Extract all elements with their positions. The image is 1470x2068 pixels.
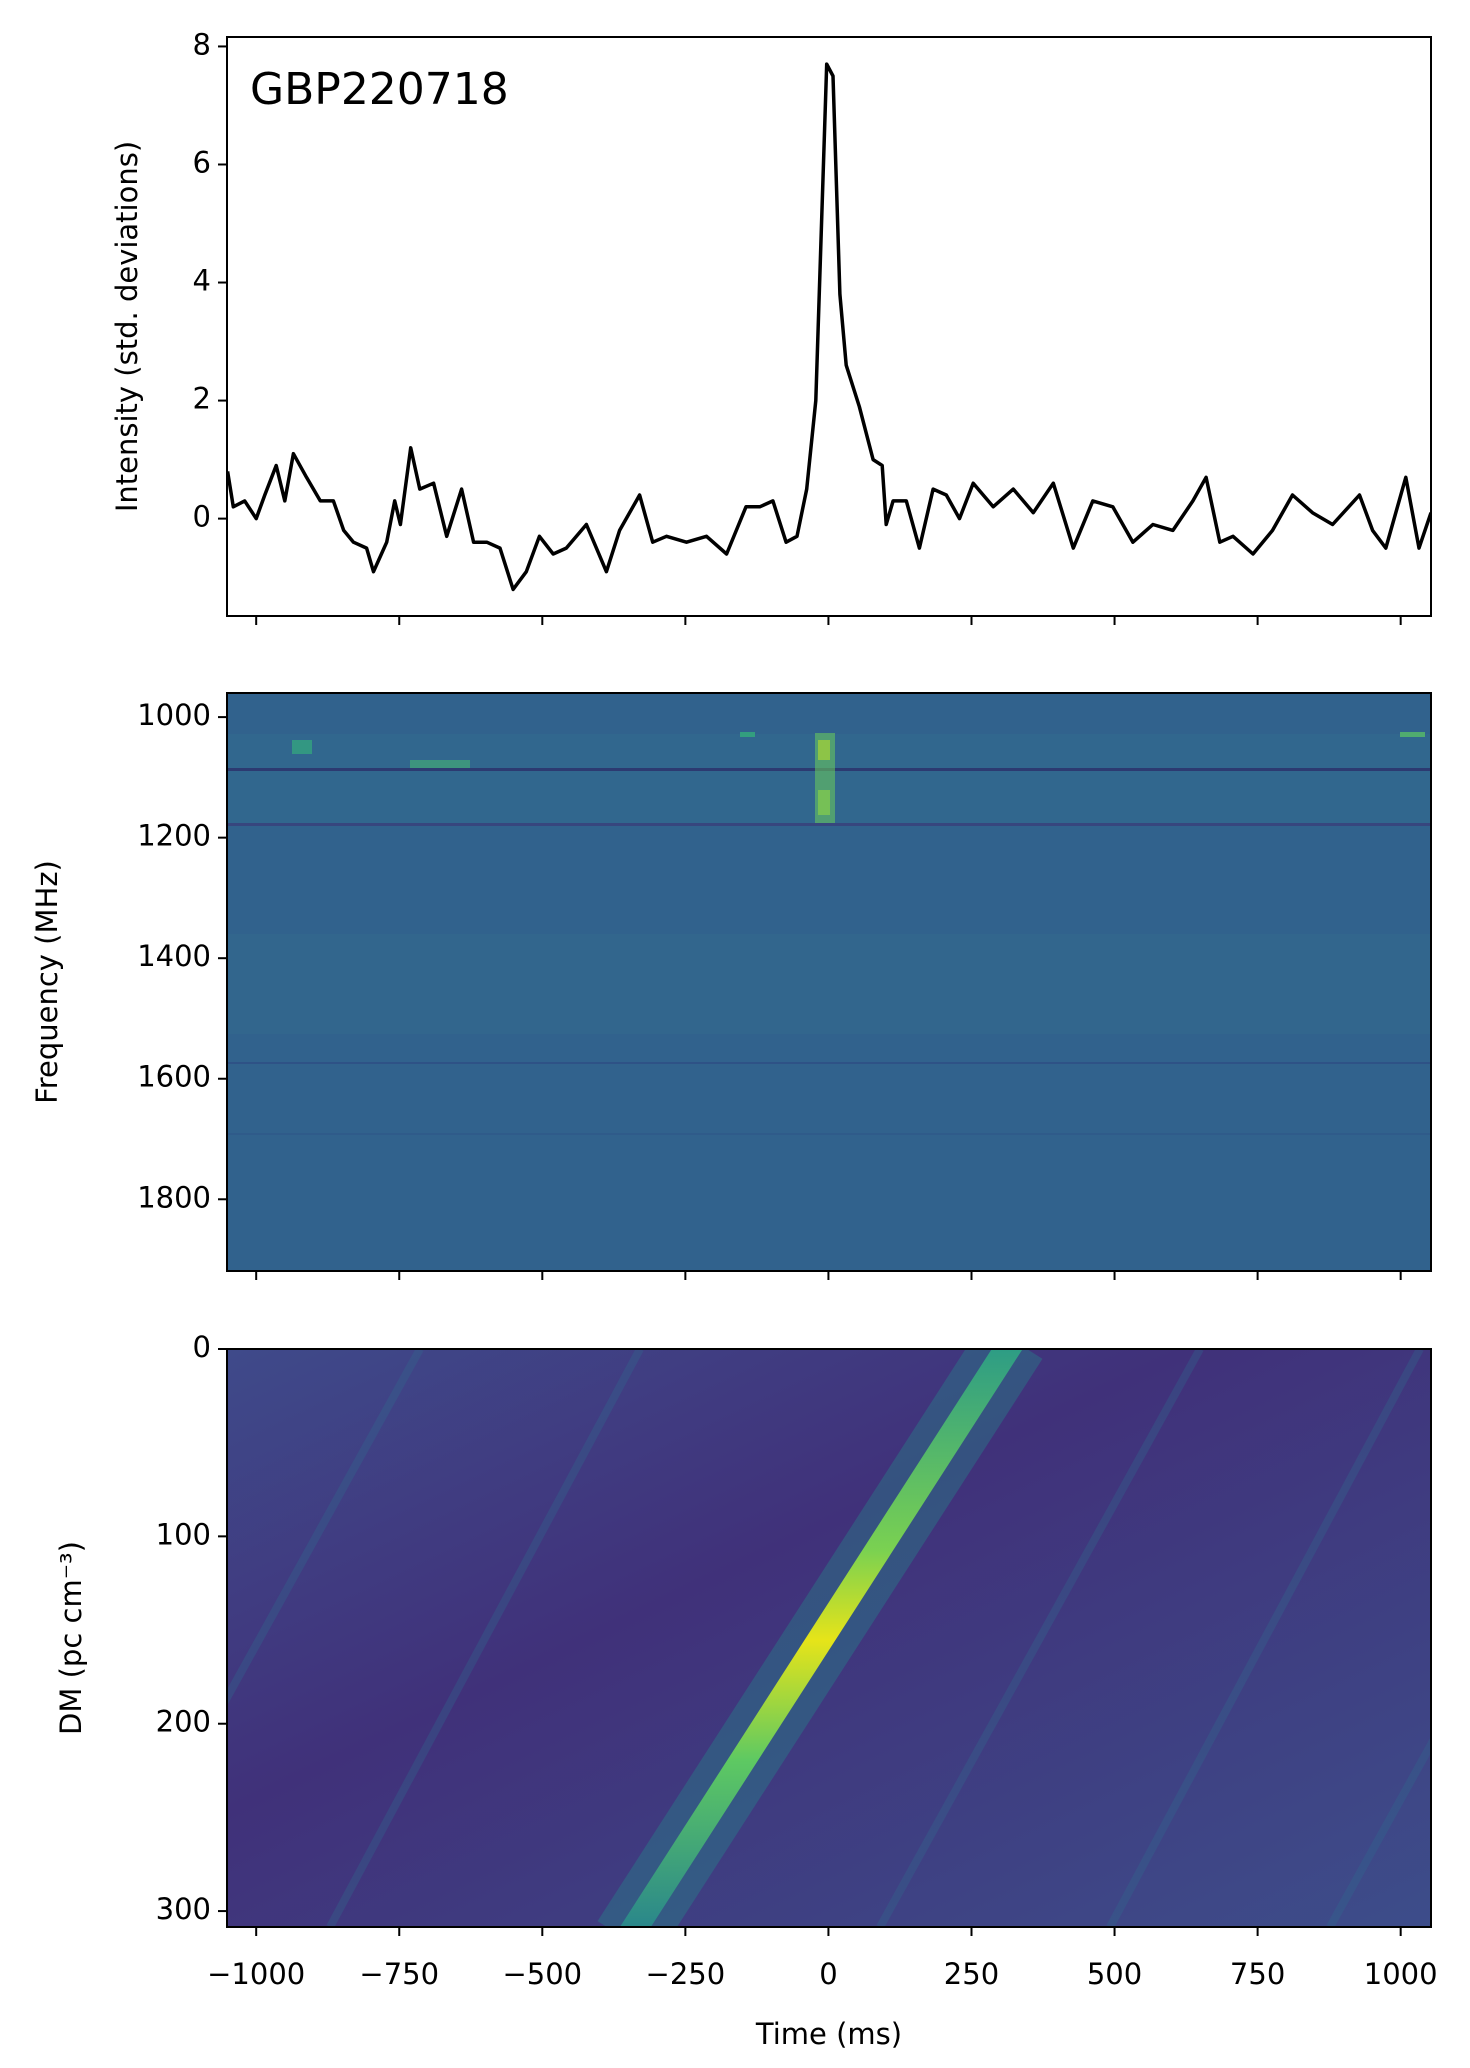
x-tick-label: −500	[502, 1957, 582, 1991]
y-tick-label: 0	[193, 500, 211, 534]
y-tick-label: 1600	[137, 1060, 211, 1094]
y-tick-label: 1400	[137, 939, 211, 973]
intensity-line	[227, 62, 1431, 592]
x-tick-label: 750	[1230, 1957, 1285, 1991]
x-tick-label: 500	[1087, 1957, 1142, 1991]
y-tick-label: 1200	[137, 819, 211, 853]
y-tick-label: 8	[193, 27, 211, 61]
x-tick-label: −1000	[207, 1957, 305, 1991]
y-axis-label: Intensity (std. deviations)	[110, 141, 144, 512]
y-tick-label: 4	[193, 264, 211, 298]
annotation: GBP220718	[250, 64, 509, 115]
y-tick-label: 6	[193, 145, 211, 179]
y-tick-label: 1000	[137, 698, 211, 732]
axes-frame	[226, 36, 1432, 617]
y-tick-label: 100	[156, 1517, 211, 1551]
x-tick-label: 1000	[1364, 1957, 1438, 1991]
y-axis-label: Frequency (MHz)	[30, 860, 64, 1104]
x-tick-label: 0	[819, 1957, 837, 1991]
y-tick-label: 2	[193, 382, 211, 416]
y-tick-label: 200	[156, 1705, 211, 1739]
y-tick-label: 300	[156, 1892, 211, 1926]
frequency-heatmap	[227, 693, 1431, 1271]
x-tick-label: 250	[944, 1957, 999, 1991]
x-tick-label: −750	[359, 1957, 439, 1991]
y-tick-label: 1800	[137, 1180, 211, 1214]
y-tick-label: 0	[193, 1330, 211, 1364]
x-tick-label: −250	[646, 1957, 726, 1991]
y-axis-label: DM (pc cm⁻³)	[54, 1541, 88, 1735]
x-axis-label: Time (ms)	[755, 2017, 902, 2051]
dm-heatmap	[227, 1349, 1431, 1927]
